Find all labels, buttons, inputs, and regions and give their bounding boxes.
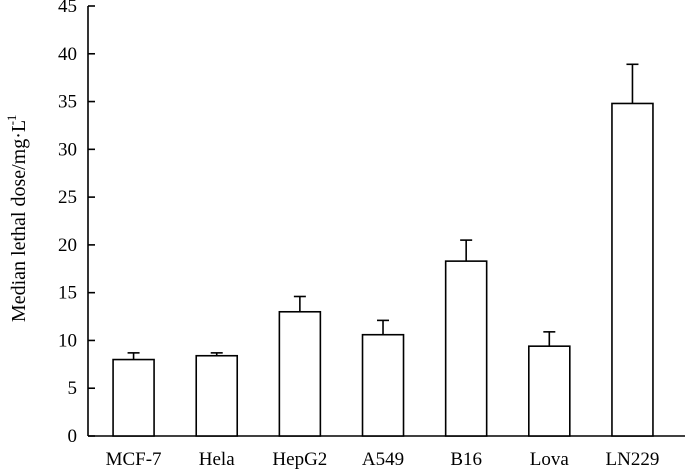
y-tick-label: 30 [58, 139, 77, 160]
y-tick-label: 25 [58, 187, 77, 208]
bar-mcf-7 [112, 358, 155, 437]
x-tick-label: LN229 [606, 449, 660, 470]
bar-b16 [444, 260, 488, 437]
x-tick-label: Lova [530, 449, 570, 470]
bar-hela [195, 354, 239, 437]
y-tick-label: 0 [68, 426, 78, 447]
y-tick-label: 15 [58, 283, 77, 304]
bar-a549 [361, 333, 405, 437]
y-tick-label: 10 [58, 330, 77, 351]
bars [112, 63, 654, 437]
x-tick-label: HepG2 [272, 449, 327, 470]
y-tick-label: 20 [58, 235, 77, 256]
x-tick-label: B16 [450, 449, 482, 470]
bar-ln229 [611, 102, 654, 437]
y-axis: 0 5 10 15 20 25 30 35 40 45 [58, 0, 95, 447]
y-axis-label: Median lethal dose/mg·L [8, 120, 30, 322]
x-tick-label: A549 [362, 449, 404, 470]
y-tick-label: 45 [58, 0, 77, 17]
y-tick-label: 40 [58, 44, 77, 65]
x-axis: MCF-7 Hela HepG2 A549 B16 Lova LN229 [88, 435, 685, 470]
y-axis-label-superscript: -1 [4, 115, 19, 126]
bar-hepg2 [278, 310, 322, 437]
y-tick-label: 35 [58, 92, 77, 113]
x-tick-label: Hela [199, 449, 235, 470]
y-tick-label: 5 [68, 378, 78, 399]
x-tick-label: MCF-7 [106, 449, 162, 470]
bar-lova [528, 345, 571, 437]
